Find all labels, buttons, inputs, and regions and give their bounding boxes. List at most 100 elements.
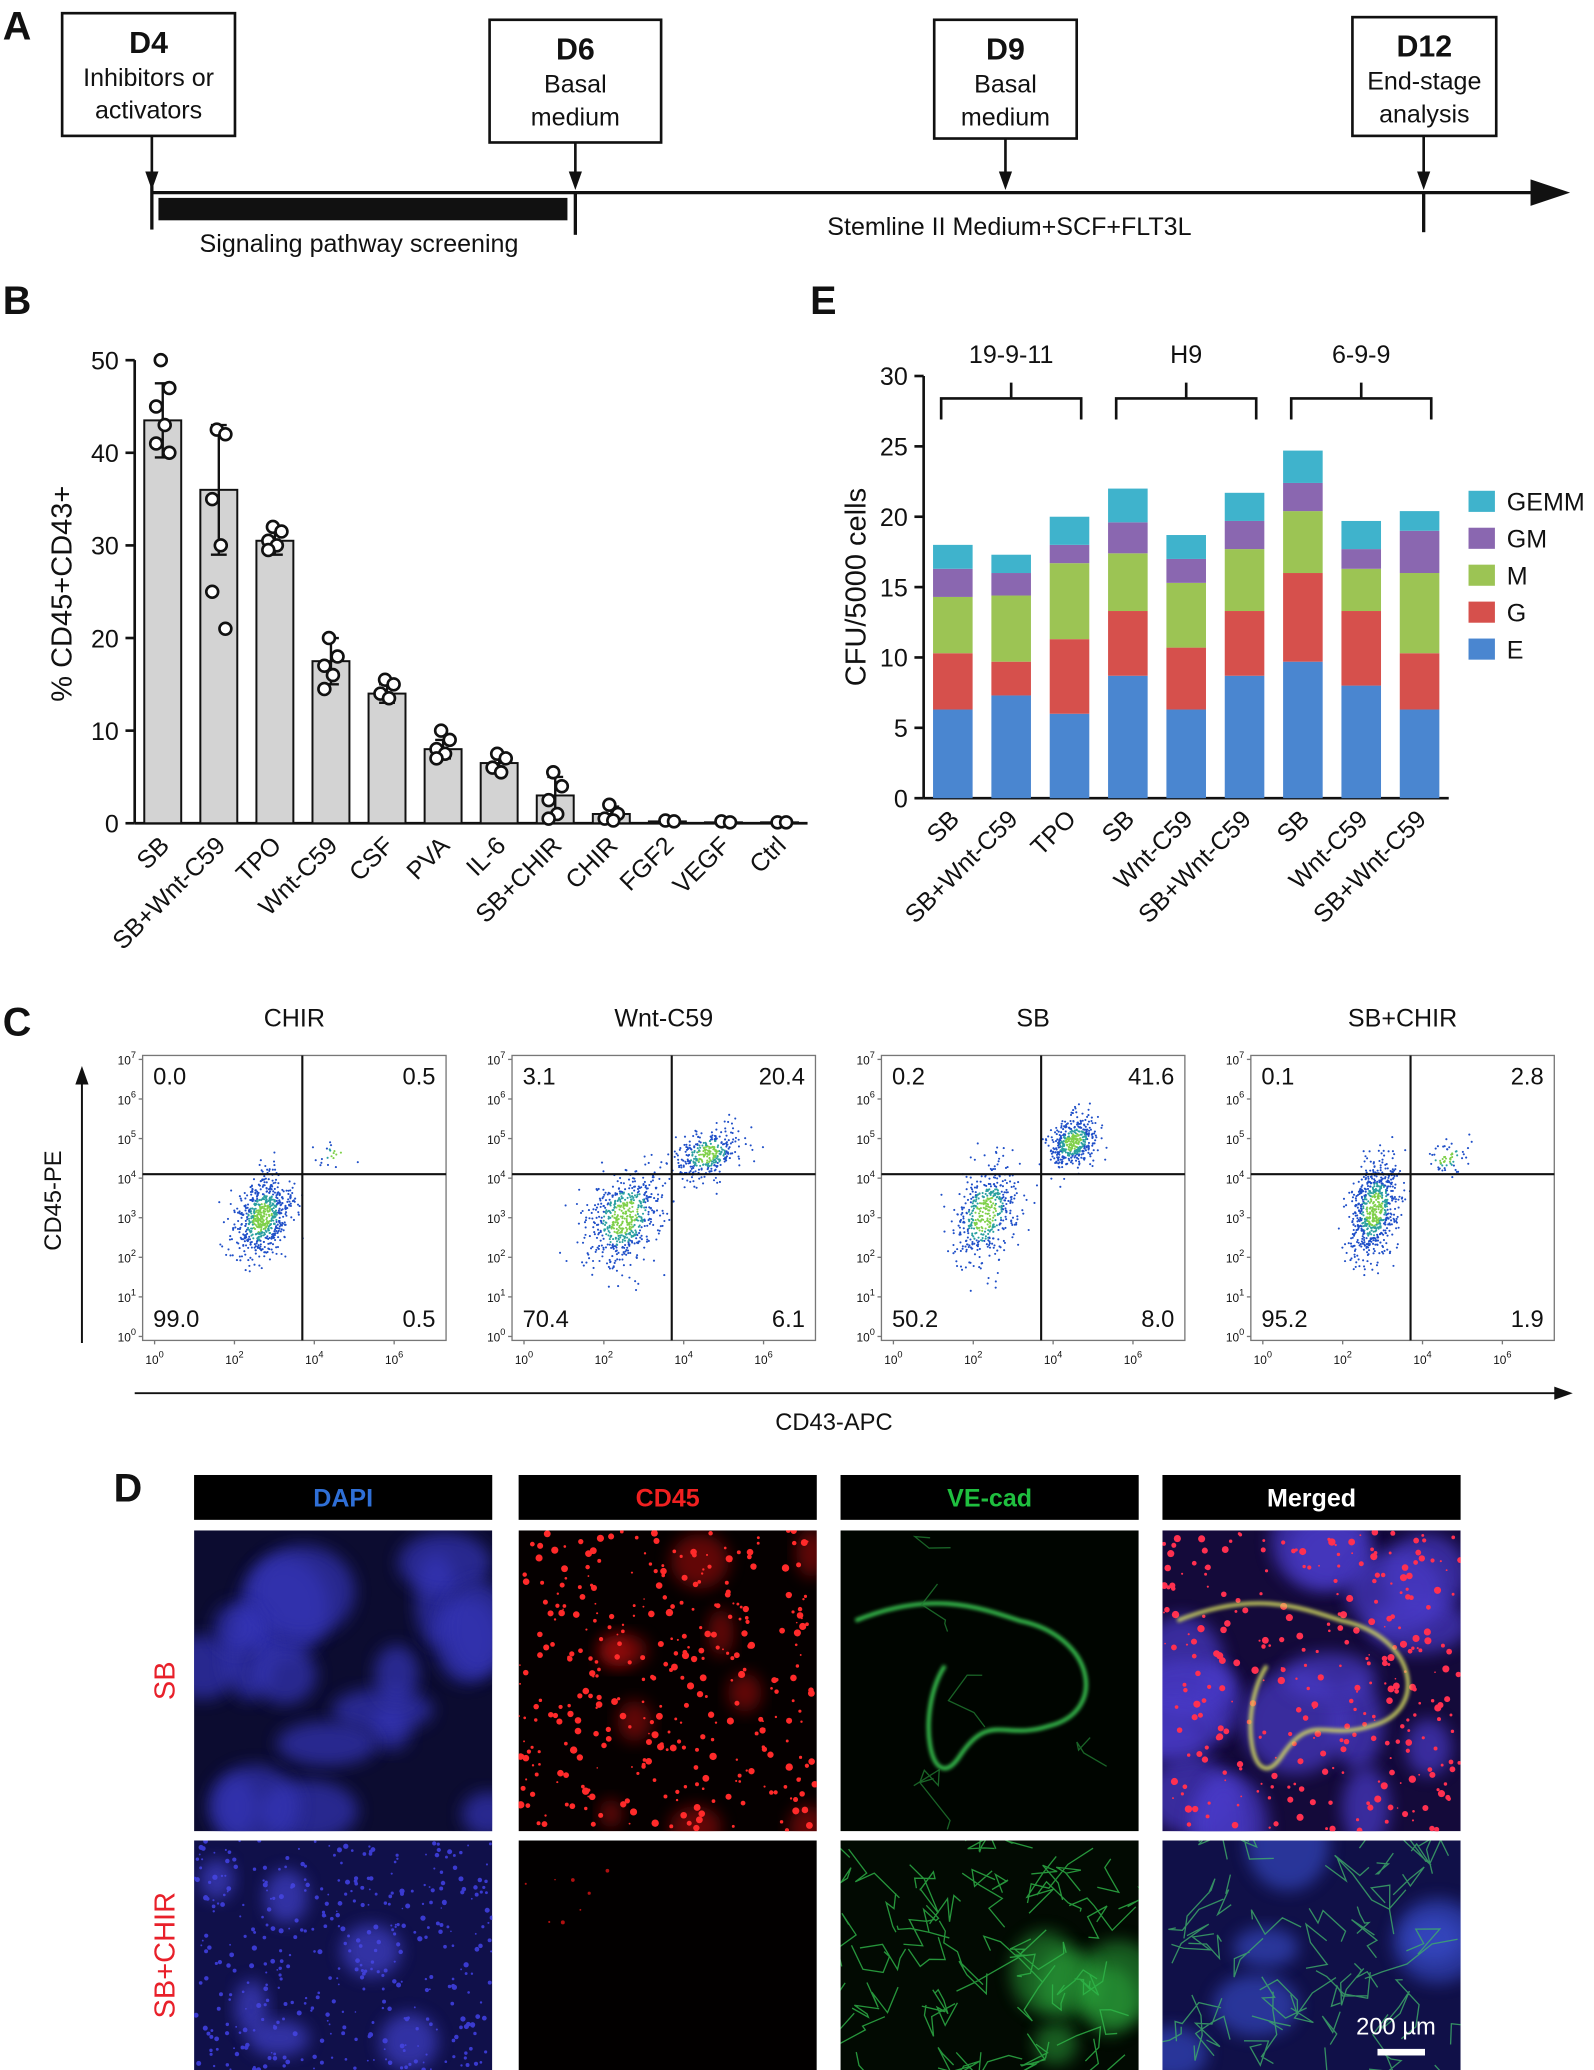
event-dot (629, 1196, 632, 1199)
event-dot (699, 1153, 703, 1156)
event-dot (263, 1178, 266, 1181)
event-dot (287, 1198, 290, 1201)
step-text: medium (531, 103, 620, 131)
speck (1355, 1818, 1360, 1822)
event-dot (639, 1200, 642, 1203)
speck (1309, 1799, 1316, 1806)
speck (252, 2065, 256, 2069)
event-dot (1064, 1156, 1067, 1159)
event-dot (996, 1146, 999, 1149)
blob (1405, 1719, 1452, 1777)
speck (1366, 1801, 1370, 1806)
event-dot (1385, 1162, 1388, 1166)
speck (735, 1779, 738, 1782)
speck (387, 1902, 391, 1906)
event-dot (333, 1150, 336, 1153)
speck (293, 1935, 298, 1940)
event-dot (1100, 1137, 1103, 1140)
speck (451, 1984, 458, 1990)
event-dot (276, 1223, 279, 1226)
event-dot (275, 1229, 278, 1233)
data-point (666, 814, 682, 829)
event-dot (1354, 1265, 1357, 1268)
blob (728, 1673, 762, 1713)
event-dot (253, 1243, 256, 1246)
event-dot (637, 1206, 640, 1209)
event-dot (968, 1227, 971, 1230)
speck (805, 1821, 813, 1829)
medium-label: Stemline II Medium+SCF+FLT3L (827, 213, 1191, 241)
event-dot (284, 1223, 287, 1226)
event-dot (1362, 1211, 1365, 1214)
speck (1236, 1761, 1244, 1768)
event-dot (649, 1220, 653, 1223)
event-dot (613, 1205, 616, 1208)
event-dot (238, 1247, 241, 1250)
bar-segment (1108, 488, 1148, 523)
speck (1384, 1682, 1387, 1685)
event-dot (636, 1254, 639, 1257)
event-dot (718, 1135, 721, 1138)
speck (805, 1622, 809, 1627)
event-dot (609, 1240, 612, 1244)
tick-exponent: 2 (500, 1248, 505, 1258)
event-dot (630, 1230, 633, 1233)
event-dot (612, 1238, 615, 1241)
event-dot (1367, 1246, 1370, 1249)
speck (547, 1610, 554, 1617)
event-dot (270, 1207, 274, 1211)
speck (1399, 1574, 1408, 1582)
event-dot (265, 1190, 269, 1193)
event-dot (1379, 1164, 1382, 1167)
event-dot (1434, 1147, 1437, 1150)
event-dot (640, 1226, 643, 1229)
speck (598, 1812, 604, 1818)
y-tick-label: 100 (487, 1327, 505, 1345)
speck (1429, 1825, 1435, 1832)
event-dot (1066, 1122, 1069, 1125)
event-dot (1364, 1176, 1368, 1180)
speck (1337, 1625, 1344, 1631)
speck (784, 1828, 790, 1832)
speck (1262, 1730, 1267, 1735)
event-dot (280, 1228, 283, 1231)
speck (693, 1824, 700, 1832)
speck (233, 1864, 239, 1870)
speck (1295, 1677, 1298, 1680)
event-dot (715, 1157, 718, 1160)
event-dot (644, 1191, 647, 1194)
event-dot (248, 1238, 252, 1241)
event-dot (626, 1228, 629, 1231)
speck (1373, 1719, 1376, 1721)
event-dot (254, 1207, 257, 1210)
speck (484, 1907, 490, 1913)
speck (810, 1693, 813, 1696)
event-dot (617, 1237, 620, 1240)
event-dot (611, 1194, 615, 1197)
event-dot (634, 1280, 637, 1283)
event-dot (1381, 1194, 1384, 1197)
speck (400, 1892, 404, 1896)
event-dot (269, 1231, 272, 1235)
event-dot (258, 1231, 261, 1234)
event-dot (1069, 1140, 1072, 1143)
speck (1365, 1656, 1369, 1661)
event-dot (1060, 1136, 1063, 1140)
speck (1381, 1660, 1388, 1667)
tick-exponent: 7 (500, 1050, 505, 1060)
event-dot (970, 1205, 973, 1208)
event-dot (1360, 1178, 1363, 1181)
event-dot (275, 1218, 278, 1222)
speck (551, 1546, 559, 1554)
event-dot (278, 1221, 282, 1225)
event-dot (1356, 1254, 1359, 1257)
event-dot (999, 1246, 1002, 1249)
events (1337, 1133, 1473, 1277)
speck (535, 1554, 543, 1562)
event-dot (1002, 1195, 1005, 1199)
event-dot (256, 1246, 259, 1249)
speck (1336, 1592, 1339, 1596)
speck (1392, 1682, 1400, 1690)
speck (577, 1693, 583, 1699)
event-dot (272, 1193, 275, 1196)
